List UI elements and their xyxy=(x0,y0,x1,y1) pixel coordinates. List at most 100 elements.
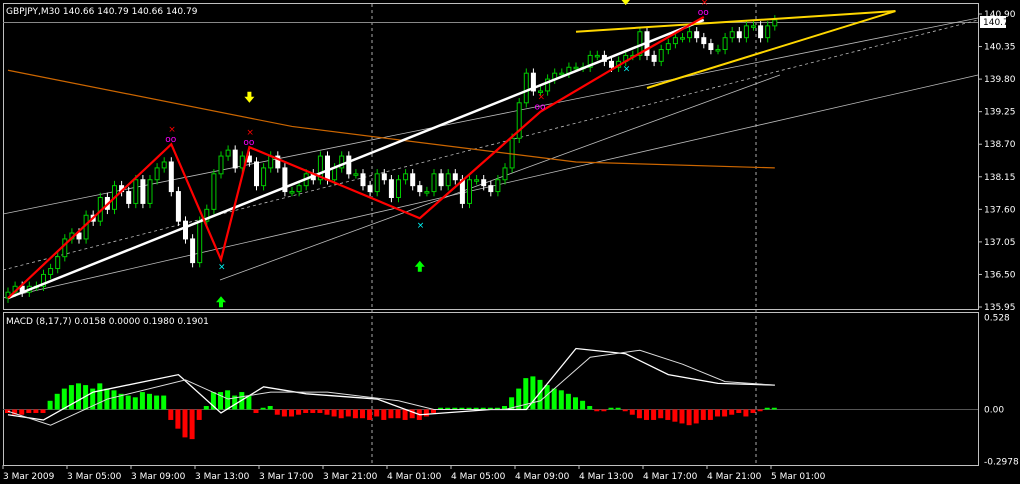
channel-line-inner xyxy=(219,74,781,281)
macd-bar xyxy=(587,406,593,410)
arrow-down-icon xyxy=(244,91,255,103)
cross-low-icon: × xyxy=(417,221,425,231)
candle-body xyxy=(388,179,394,198)
macd-bar xyxy=(161,395,167,410)
time-tick-label: 4 Mar 13:00 xyxy=(579,472,634,482)
macd-bar xyxy=(281,409,287,417)
macd-bar xyxy=(594,409,600,412)
arrow-up-icon xyxy=(216,296,226,308)
price-tick-label: 139.80 xyxy=(984,75,1016,85)
macd-bar xyxy=(203,406,209,410)
macd-histogram xyxy=(5,376,777,440)
candle-body xyxy=(594,54,600,58)
candle-body xyxy=(467,179,472,204)
macd-line xyxy=(7,347,775,421)
candle-body xyxy=(410,173,416,187)
macd-bar xyxy=(431,409,436,413)
macd-bar xyxy=(360,409,365,419)
moving-average-line xyxy=(7,69,775,169)
candle-body xyxy=(609,60,614,68)
cross-low-icon: × xyxy=(623,64,631,74)
zigzag-line xyxy=(7,16,705,299)
time-tick-label: 5 Mar 01:00 xyxy=(771,472,826,482)
macd-bar xyxy=(707,409,713,420)
macd-bar xyxy=(324,409,330,415)
macd-bar xyxy=(750,409,756,413)
candle-body xyxy=(530,72,536,92)
macd-bar xyxy=(700,409,706,420)
price-tick-label: 140.35 xyxy=(984,43,1016,53)
macd-bar xyxy=(47,400,53,410)
macd-bar xyxy=(466,407,472,410)
candle-body xyxy=(161,161,167,169)
macd-bar xyxy=(715,409,720,417)
macd-tick-label: 0.00 xyxy=(984,406,1004,416)
macd-bar xyxy=(40,409,46,413)
macd-bar xyxy=(608,407,614,410)
macd-bar xyxy=(225,390,231,410)
macd-bar xyxy=(722,409,728,417)
fractal-icon: oo xyxy=(698,8,710,18)
macd-bar xyxy=(764,407,770,410)
candle-body xyxy=(729,31,735,39)
arrow-down-icon xyxy=(621,0,630,6)
price-tick-label: 140.90 xyxy=(984,10,1016,20)
macd-bar xyxy=(5,409,10,413)
candles xyxy=(5,15,778,303)
candle-body xyxy=(48,268,54,275)
macd-axis: 0.528 0.00 -0.2978 xyxy=(984,313,1019,467)
candle-body xyxy=(296,185,302,193)
candle-body xyxy=(140,179,146,204)
macd-bar xyxy=(395,409,401,419)
price-axis: 140.90 140.35 139.80 139.25 138.70 138.15 137.… xyxy=(978,10,1016,313)
main-panel-frame xyxy=(3,3,979,310)
candle-body xyxy=(545,78,551,92)
macd-bar xyxy=(210,392,216,410)
price-tick-label: 137.05 xyxy=(984,238,1016,248)
candle-body xyxy=(687,31,693,39)
candle-body xyxy=(168,161,174,193)
fractal-icon: oo xyxy=(535,103,547,113)
macd-tick-label: -0.2978 xyxy=(984,457,1019,467)
macd-bar xyxy=(558,390,564,410)
channel-line-1 xyxy=(575,10,896,33)
macd-bar xyxy=(580,400,586,410)
macd-bar xyxy=(686,409,692,426)
regression-line xyxy=(7,18,705,300)
candle-body xyxy=(438,173,444,187)
macd-bar xyxy=(139,392,145,410)
macd-bar xyxy=(530,376,536,410)
macd-bar xyxy=(736,409,742,413)
time-axis: 3 Mar 2009 3 Mar 05:00 3 Mar 09:00 3 Mar 13… xyxy=(2,465,826,482)
overlays xyxy=(7,10,896,300)
macd-bar xyxy=(310,409,316,413)
macd-tick-label: 0.528 xyxy=(984,313,1010,323)
current-price-label: 140.79 xyxy=(983,18,1015,28)
candle-body xyxy=(765,25,771,39)
price-tick-label: 135.95 xyxy=(984,303,1016,313)
macd-bar xyxy=(218,392,223,410)
candle-body xyxy=(481,179,487,187)
macd-bar xyxy=(246,395,252,410)
macd-bar xyxy=(494,407,500,410)
time-tick-label: 3 Mar 13:00 xyxy=(195,472,250,482)
fractal-icon: oo xyxy=(243,138,255,148)
candle-body xyxy=(374,173,380,193)
macd-bar xyxy=(374,409,380,417)
macd-bar xyxy=(473,407,479,410)
macd-bar xyxy=(26,409,32,413)
cross-low-icon: × xyxy=(218,263,226,273)
macd-lines xyxy=(7,347,775,426)
candle-body xyxy=(268,155,274,169)
channel-line-upper xyxy=(2,17,979,215)
candle-body xyxy=(353,173,359,176)
macd-bar xyxy=(97,383,103,410)
candle-body xyxy=(232,149,238,169)
macd-bar xyxy=(658,409,664,419)
candle-body xyxy=(126,191,132,204)
time-tick-label: 4 Mar 17:00 xyxy=(643,472,698,482)
time-tick-label: 4 Mar 09:00 xyxy=(515,472,570,482)
macd-bar xyxy=(502,406,507,410)
macd-bar xyxy=(636,409,642,419)
